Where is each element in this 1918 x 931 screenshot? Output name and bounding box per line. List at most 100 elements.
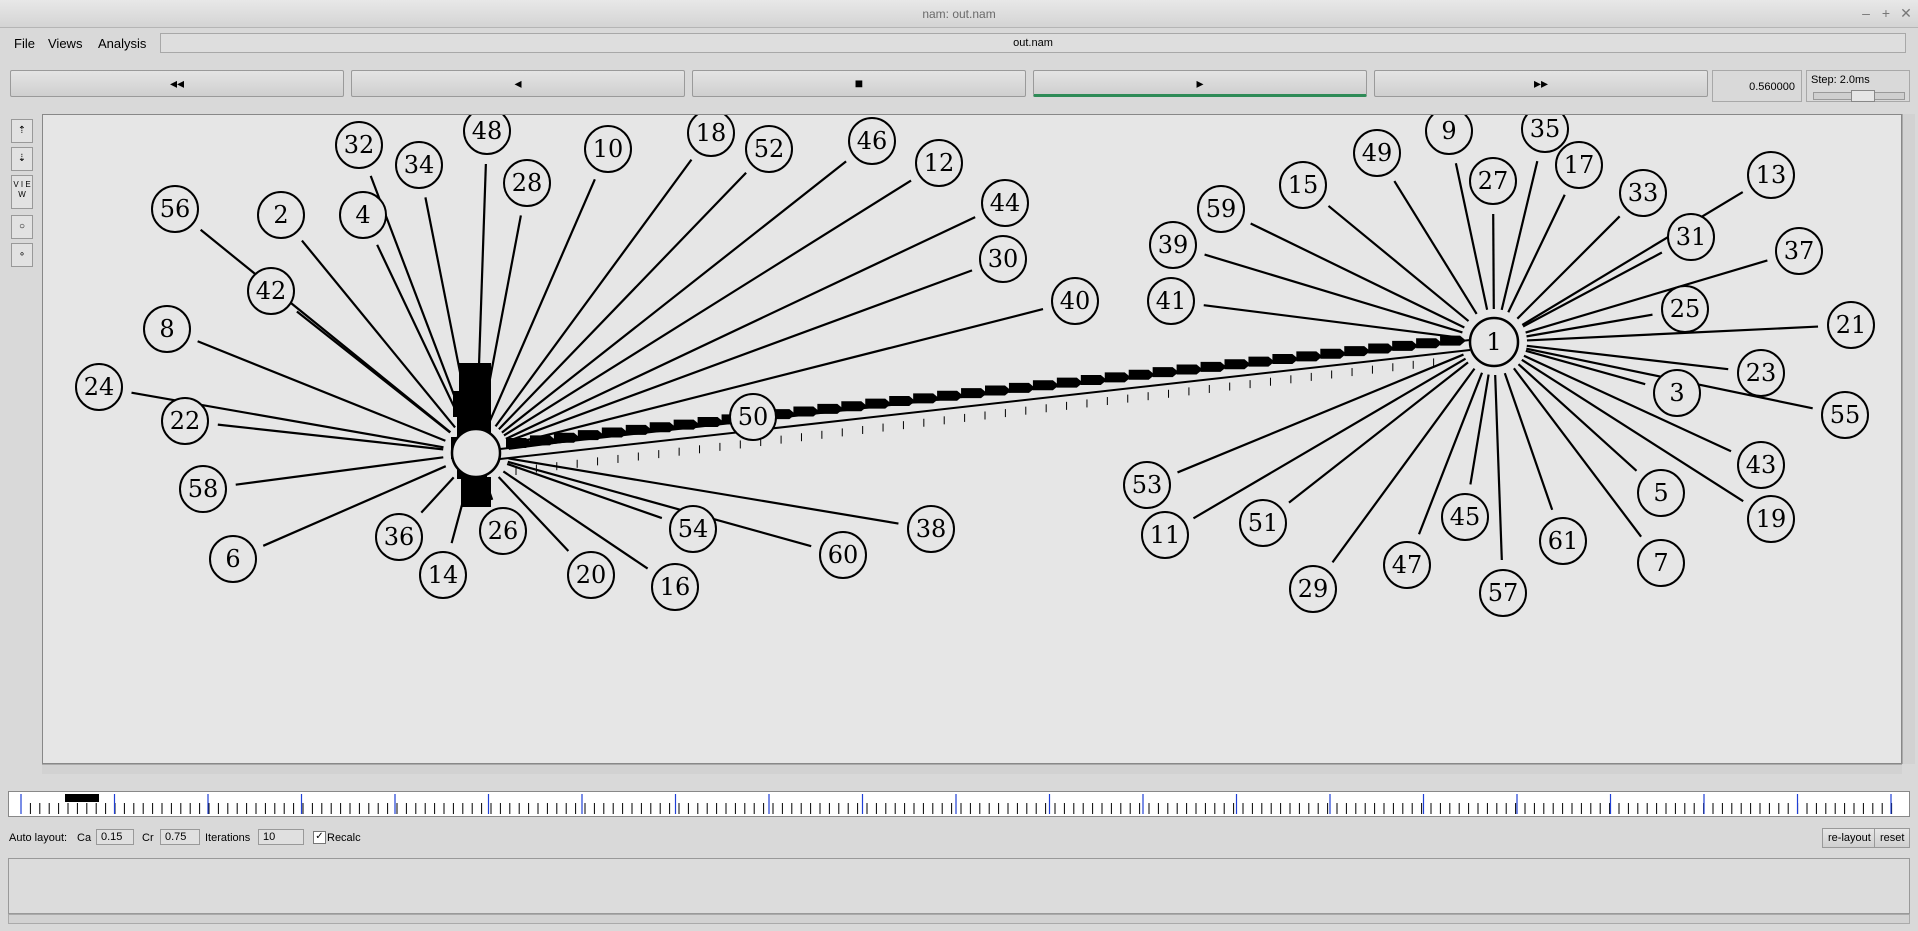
network-canvas[interactable]: 1 32 34 48 28 10 18 52 46 12 44 30 40 56 2 4 42 8 24 22 58 6 3… bbox=[42, 105, 1902, 764]
node-28[interactable]: 28 bbox=[503, 159, 551, 207]
node-24[interactable]: 24 bbox=[75, 363, 123, 411]
node-53[interactable]: 53 bbox=[1123, 461, 1171, 509]
node-16[interactable]: 16 bbox=[651, 563, 699, 611]
node-47[interactable]: 47 bbox=[1383, 541, 1431, 589]
node-27[interactable]: 27 bbox=[1469, 157, 1517, 205]
circle-large-icon[interactable]: ○ bbox=[11, 215, 33, 239]
node-40[interactable]: 40 bbox=[1051, 277, 1099, 325]
node-label: 3 bbox=[1669, 379, 1684, 407]
maximize-icon[interactable]: + bbox=[1881, 5, 1891, 21]
stop-button[interactable]: ■ bbox=[692, 70, 1026, 97]
node-58[interactable]: 58 bbox=[179, 465, 227, 513]
node-48[interactable]: 48 bbox=[463, 107, 511, 155]
annotation-horizontal-scrollbar[interactable] bbox=[8, 914, 1910, 924]
recalc-checkbox[interactable]: ✓ bbox=[313, 831, 326, 844]
node-label: 11 bbox=[1150, 521, 1181, 549]
time-slider[interactable] bbox=[8, 791, 1910, 817]
node-4[interactable]: 4 bbox=[339, 191, 387, 239]
menu-analysis[interactable]: Analysis bbox=[98, 36, 147, 51]
circle-small-icon[interactable]: ∘ bbox=[11, 243, 33, 267]
node-9[interactable]: 9 bbox=[1425, 107, 1473, 155]
node-22[interactable]: 22 bbox=[161, 397, 209, 445]
node-label: 8 bbox=[159, 315, 174, 343]
play-button[interactable]: ▸ bbox=[1033, 70, 1367, 97]
step-back-button[interactable]: ◂ bbox=[351, 70, 685, 97]
node-7[interactable]: 7 bbox=[1637, 539, 1685, 587]
node-49[interactable]: 49 bbox=[1353, 129, 1401, 177]
node-54[interactable]: 54 bbox=[669, 505, 717, 553]
zoom-in-icon[interactable]: ⇡ bbox=[11, 119, 33, 143]
node-25[interactable]: 25 bbox=[1661, 285, 1709, 333]
node-label: 43 bbox=[1746, 451, 1777, 479]
node-29[interactable]: 29 bbox=[1289, 565, 1337, 613]
node-21[interactable]: 21 bbox=[1827, 301, 1875, 349]
node-23[interactable]: 23 bbox=[1737, 349, 1785, 397]
canvas-horizontal-scrollbar[interactable] bbox=[42, 764, 1902, 774]
minimize-icon[interactable]: – bbox=[1862, 5, 1870, 21]
node-38[interactable]: 38 bbox=[907, 505, 955, 553]
step-slider-thumb[interactable] bbox=[1851, 90, 1875, 102]
node-32[interactable]: 32 bbox=[335, 121, 383, 169]
zoom-out-icon[interactable]: ⇣ bbox=[11, 147, 33, 171]
node-41[interactable]: 41 bbox=[1147, 277, 1195, 325]
hub-node-0[interactable] bbox=[450, 427, 502, 479]
node-8[interactable]: 8 bbox=[143, 305, 191, 353]
close-icon[interactable]: ✕ bbox=[1900, 5, 1912, 21]
node-14[interactable]: 14 bbox=[419, 551, 467, 599]
node-31[interactable]: 31 bbox=[1667, 213, 1715, 261]
node-39[interactable]: 39 bbox=[1149, 221, 1197, 269]
node-2[interactable]: 2 bbox=[257, 191, 305, 239]
node-51[interactable]: 51 bbox=[1239, 499, 1287, 547]
node-61[interactable]: 61 bbox=[1539, 517, 1587, 565]
node-60[interactable]: 60 bbox=[819, 531, 867, 579]
node-45[interactable]: 45 bbox=[1441, 493, 1489, 541]
node-55[interactable]: 55 bbox=[1821, 391, 1869, 439]
node-59[interactable]: 59 bbox=[1197, 185, 1245, 233]
iterations-input[interactable]: 10 bbox=[258, 829, 304, 845]
node-30[interactable]: 30 bbox=[979, 235, 1027, 283]
node-11[interactable]: 11 bbox=[1141, 511, 1189, 559]
canvas-vertical-scrollbar[interactable] bbox=[1902, 114, 1915, 764]
node-label: 47 bbox=[1392, 551, 1423, 579]
node-35[interactable]: 35 bbox=[1521, 105, 1569, 153]
node-46[interactable]: 46 bbox=[848, 117, 896, 165]
node-3[interactable]: 3 bbox=[1653, 369, 1701, 417]
annotation-pane[interactable] bbox=[8, 858, 1910, 914]
node-52[interactable]: 52 bbox=[745, 125, 793, 173]
node-37[interactable]: 37 bbox=[1775, 227, 1823, 275]
node-44[interactable]: 44 bbox=[981, 179, 1029, 227]
node-19[interactable]: 19 bbox=[1747, 495, 1795, 543]
node-15[interactable]: 15 bbox=[1279, 161, 1327, 209]
node-33[interactable]: 33 bbox=[1619, 169, 1667, 217]
node-56[interactable]: 56 bbox=[151, 185, 199, 233]
node-5[interactable]: 5 bbox=[1637, 469, 1685, 517]
cr-input[interactable]: 0.75 bbox=[160, 829, 200, 845]
node-43[interactable]: 43 bbox=[1737, 441, 1785, 489]
node-6[interactable]: 6 bbox=[209, 535, 257, 583]
menu-file[interactable]: File bbox=[14, 36, 35, 51]
window-titlebar: nam: out.nam – + ✕ bbox=[0, 0, 1918, 28]
menu-views[interactable]: Views bbox=[48, 36, 83, 51]
node-50[interactable]: 50 bbox=[729, 393, 777, 441]
view-button[interactable]: V I E W bbox=[11, 175, 33, 209]
node-36[interactable]: 36 bbox=[375, 513, 423, 561]
fast-forward-button[interactable]: ▸▸ bbox=[1374, 70, 1708, 97]
node-10[interactable]: 10 bbox=[584, 125, 632, 173]
reset-button[interactable]: reset bbox=[1874, 828, 1911, 848]
node-18[interactable]: 18 bbox=[687, 109, 735, 157]
rewind-button[interactable]: ◂◂ bbox=[10, 70, 344, 97]
node-17[interactable]: 17 bbox=[1555, 141, 1603, 189]
node-26[interactable]: 26 bbox=[479, 507, 527, 555]
relayout-button[interactable]: re-layout bbox=[1822, 828, 1877, 848]
node-12[interactable]: 12 bbox=[915, 139, 963, 187]
node-42[interactable]: 42 bbox=[247, 267, 295, 315]
node-label: 53 bbox=[1132, 471, 1163, 499]
trace-file-name: out.nam bbox=[160, 33, 1906, 53]
ca-input[interactable]: 0.15 bbox=[96, 829, 134, 845]
node-20[interactable]: 20 bbox=[567, 551, 615, 599]
hub-node-1[interactable]: 1 bbox=[1468, 316, 1520, 368]
node-13[interactable]: 13 bbox=[1747, 151, 1795, 199]
node-57[interactable]: 57 bbox=[1479, 569, 1527, 617]
node-34[interactable]: 34 bbox=[395, 141, 443, 189]
